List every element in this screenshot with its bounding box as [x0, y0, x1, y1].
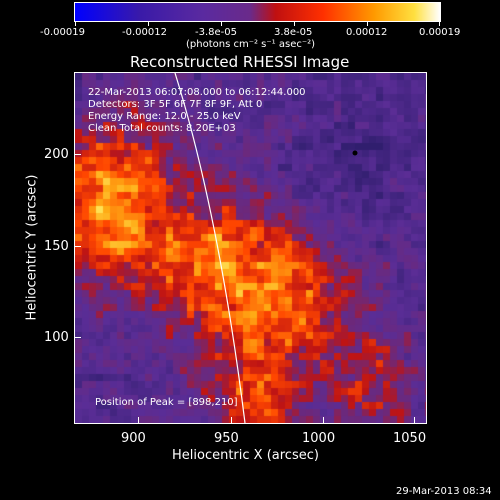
- y-tick: [75, 154, 81, 155]
- colorbar: [74, 2, 441, 22]
- x-tick: [138, 417, 139, 423]
- flux-heatmap: [75, 73, 426, 423]
- colorbar-tick: [221, 21, 222, 26]
- plot-overlay: [174, 73, 358, 423]
- image-title: Reconstructed RHESSI Image: [130, 53, 350, 71]
- colorbar-tick: [294, 21, 295, 26]
- x-tick: [231, 417, 232, 423]
- detectors-annotation: Detectors: 3F 5F 6F 7F 8F 9F, Att 0: [88, 99, 263, 110]
- image-plot-area: 22-Mar-2013 06:07:08.000 to 06:12:44.000…: [74, 72, 427, 424]
- footer-timestamp: 29-Mar-2013 08:34: [396, 486, 492, 497]
- colorbar-tick-label: -0.00019: [40, 27, 85, 38]
- x-tick-label: 1000: [302, 431, 336, 446]
- peak-marker: [352, 150, 358, 156]
- x-tick: [414, 417, 415, 423]
- y-tick-label: 100: [44, 330, 69, 345]
- x-axis-label: Heliocentric X (arcsec): [172, 448, 319, 463]
- y-tick-label: 150: [44, 239, 69, 254]
- colorbar-tick: [148, 21, 149, 26]
- x-tick: [323, 417, 324, 423]
- colorbar-tick-label: -3.8e-05: [195, 27, 237, 38]
- colorbar-tick-label: -0.00012: [122, 27, 167, 38]
- y-tick: [75, 246, 81, 247]
- solar-limb-line: [174, 73, 246, 423]
- colorbar-tick-label: 0.00012: [346, 27, 388, 38]
- clean-counts-annotation: Clean Total counts: 8.20E+03: [88, 123, 236, 134]
- peak-position-annotation: Position of Peak = [898,210]: [95, 397, 238, 408]
- y-axis-label: Heliocentric Y (arcsec): [24, 174, 40, 321]
- y-tick: [75, 337, 81, 338]
- colorbar-tick: [439, 21, 440, 26]
- x-tick-label: 950: [214, 431, 239, 446]
- x-tick-label: 1050: [393, 431, 427, 446]
- energy-range-annotation: Energy Range: 12.0 - 25.0 keV: [88, 111, 241, 122]
- x-tick-label: 900: [121, 431, 146, 446]
- colorbar-tick: [367, 21, 368, 26]
- y-tick-label: 200: [44, 147, 69, 162]
- colorbar-tick: [75, 21, 76, 26]
- colorbar-units: (photons cm⁻² s⁻¹ asec⁻²): [186, 39, 316, 50]
- colorbar-tick-label: 3.8e-05: [274, 27, 313, 38]
- colorbar-tick-label: 0.00019: [419, 27, 461, 38]
- time-range-annotation: 22-Mar-2013 06:07:08.000 to 06:12:44.000: [88, 87, 306, 98]
